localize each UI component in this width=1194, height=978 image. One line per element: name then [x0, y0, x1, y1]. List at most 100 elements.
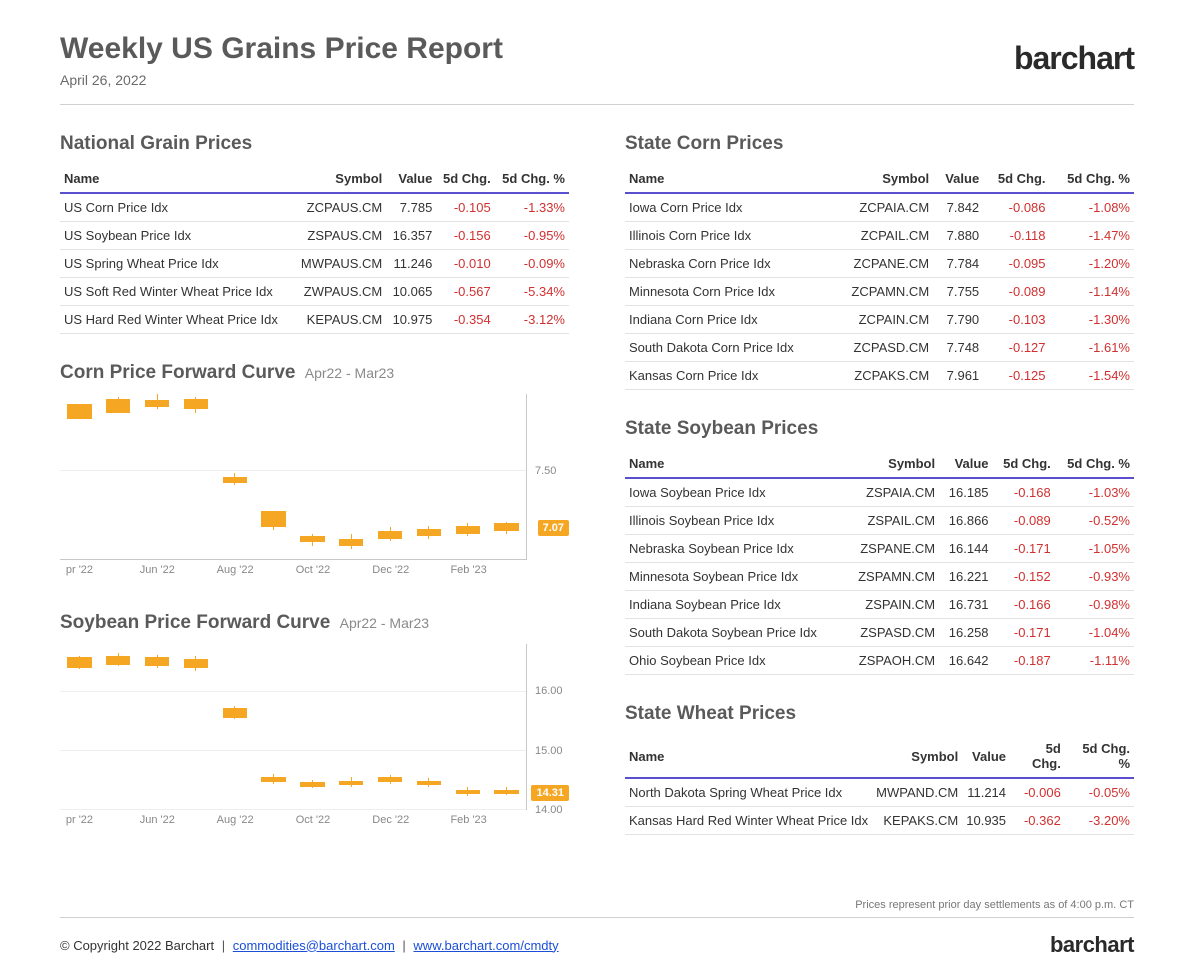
col-chg-pct: 5d Chg. % — [1055, 450, 1134, 478]
cell-chg-pct: -1.61% — [1050, 334, 1134, 362]
cell-chg: -0.187 — [993, 647, 1055, 675]
report-footer: © Copyright 2022 Barchart | commodities@… — [60, 917, 1134, 958]
cell-name: US Corn Price Idx — [60, 193, 293, 222]
table-row: US Soybean Price IdxZSPAUS.CM16.357-0.15… — [60, 222, 569, 250]
page-title: Weekly US Grains Price Report — [60, 32, 503, 66]
cell-symbol: ZSPASD.CM — [844, 619, 939, 647]
table-row: Iowa Corn Price IdxZCPAIA.CM7.842-0.086-… — [625, 193, 1134, 222]
cell-chg-pct: -0.93% — [1055, 563, 1134, 591]
cell-value: 16.221 — [939, 563, 992, 591]
candle-wick — [79, 656, 80, 669]
cell-name: South Dakota Corn Price Idx — [625, 334, 831, 362]
col-value: Value — [939, 450, 992, 478]
x-axis-label: Oct '22 — [296, 564, 331, 576]
candle-wick — [195, 656, 196, 671]
y-axis-label: 16.00 — [531, 685, 563, 697]
cell-value: 16.866 — [939, 507, 992, 535]
cell-name: Indiana Soybean Price Idx — [625, 591, 844, 619]
cell-chg: -0.156 — [436, 222, 494, 250]
cell-value: 7.790 — [933, 306, 983, 334]
cell-value: 16.144 — [939, 535, 992, 563]
cell-chg: -0.089 — [993, 507, 1055, 535]
cell-chg: -0.567 — [436, 278, 494, 306]
cell-value: 7.842 — [933, 193, 983, 222]
col-symbol: Symbol — [293, 165, 387, 193]
col-name: Name — [625, 450, 844, 478]
state-corn-table: Name Symbol Value 5d Chg. 5d Chg. % Iowa… — [625, 165, 1134, 390]
left-column: National Grain Prices Name Symbol Value … — [60, 133, 569, 835]
cell-name: Iowa Soybean Price Idx — [625, 478, 844, 507]
cell-value: 16.258 — [939, 619, 992, 647]
candle-wick — [118, 397, 119, 414]
x-axis-label: Aug '22 — [217, 814, 254, 826]
section-title-state-soy: State Soybean Prices — [625, 418, 1134, 440]
brand-logo: barchart — [1014, 40, 1134, 77]
cell-symbol: ZSPAUS.CM — [293, 222, 387, 250]
cell-chg-pct: -1.03% — [1055, 478, 1134, 507]
cell-value: 11.246 — [386, 250, 436, 278]
cell-value: 7.755 — [933, 278, 983, 306]
cell-value: 7.880 — [933, 222, 983, 250]
cell-chg: -0.125 — [983, 362, 1049, 390]
x-axis-label: Dec '22 — [372, 814, 409, 826]
col-name: Name — [625, 165, 831, 193]
cell-name: Minnesota Corn Price Idx — [625, 278, 831, 306]
last-price-badge: 7.07 — [538, 520, 569, 536]
cell-chg-pct: -0.98% — [1055, 591, 1134, 619]
table-row: North Dakota Spring Wheat Price IdxMWPAN… — [625, 778, 1134, 807]
cell-symbol: ZSPAOH.CM — [844, 647, 939, 675]
cell-chg-pct: -1.54% — [1050, 362, 1134, 390]
right-column: State Corn Prices Name Symbol Value 5d C… — [625, 133, 1134, 835]
cell-chg: -0.171 — [993, 535, 1055, 563]
cell-chg-pct: -5.34% — [495, 278, 569, 306]
state-wheat-table: Name Symbol Value 5d Chg. 5d Chg. % Nort… — [625, 735, 1134, 835]
x-axis-label: Oct '22 — [296, 814, 331, 826]
cell-name: Nebraska Corn Price Idx — [625, 250, 831, 278]
chart-title: Corn Price Forward Curve — [60, 362, 295, 383]
cell-symbol: ZSPAIN.CM — [844, 591, 939, 619]
col-symbol: Symbol — [831, 165, 933, 193]
x-axis-label: Feb '23 — [450, 564, 486, 576]
cell-symbol: ZCPAIL.CM — [831, 222, 933, 250]
col-value: Value — [933, 165, 983, 193]
col-chg-pct: 5d Chg. % — [1050, 165, 1134, 193]
section-title-soy-curve: Soybean Price Forward Curve Apr22 - Mar2… — [60, 612, 569, 634]
cell-chg: -0.152 — [993, 563, 1055, 591]
cell-chg: -0.086 — [983, 193, 1049, 222]
col-value: Value — [962, 735, 1010, 778]
corn-forward-curve-chart: 7.507.07pr '22Jun '22Aug '22Oct '22Dec '… — [60, 394, 569, 584]
cell-chg-pct: -1.05% — [1055, 535, 1134, 563]
table-row: Illinois Soybean Price IdxZSPAIL.CM16.86… — [625, 507, 1134, 535]
cell-chg-pct: -3.20% — [1065, 807, 1134, 835]
cell-name: Minnesota Soybean Price Idx — [625, 563, 844, 591]
table-row: Minnesota Soybean Price IdxZSPAMN.CM16.2… — [625, 563, 1134, 591]
footer-email-link[interactable]: commodities@barchart.com — [233, 938, 395, 953]
cell-value: 11.214 — [962, 778, 1010, 807]
soybean-forward-curve-chart: 16.0015.0014.0014.31pr '22Jun '22Aug '22… — [60, 644, 569, 834]
cell-name: Kansas Corn Price Idx — [625, 362, 831, 390]
col-chg-pct: 5d Chg. % — [1065, 735, 1134, 778]
cell-symbol: MWPAUS.CM — [293, 250, 387, 278]
disclaimer-text: Prices represent prior day settlements a… — [60, 891, 1134, 911]
cell-name: Iowa Corn Price Idx — [625, 193, 831, 222]
cell-name: US Spring Wheat Price Idx — [60, 250, 293, 278]
col-chg: 5d Chg. — [436, 165, 494, 193]
candle-wick — [234, 706, 235, 720]
cell-name: Illinois Corn Price Idx — [625, 222, 831, 250]
candle-wick — [312, 534, 313, 547]
cell-value: 16.185 — [939, 478, 992, 507]
cell-symbol: ZCPAKS.CM — [831, 362, 933, 390]
x-axis-label: Dec '22 — [372, 564, 409, 576]
x-axis-label: Aug '22 — [217, 564, 254, 576]
cell-name: South Dakota Soybean Price Idx — [625, 619, 844, 647]
table-row: Ohio Soybean Price IdxZSPAOH.CM16.642-0.… — [625, 647, 1134, 675]
x-axis: pr '22Jun '22Aug '22Oct '22Dec '22Feb '2… — [60, 814, 527, 834]
candle-wick — [351, 777, 352, 787]
section-title-national: National Grain Prices — [60, 133, 569, 155]
cell-name: US Hard Red Winter Wheat Price Idx — [60, 306, 293, 334]
table-row: Nebraska Soybean Price IdxZSPANE.CM16.14… — [625, 535, 1134, 563]
footer-url-link[interactable]: www.barchart.com/cmdty — [413, 938, 558, 953]
report-header: Weekly US Grains Price Report April 26, … — [60, 32, 1134, 105]
cell-chg: -0.171 — [993, 619, 1055, 647]
cell-symbol: ZSPANE.CM — [844, 535, 939, 563]
